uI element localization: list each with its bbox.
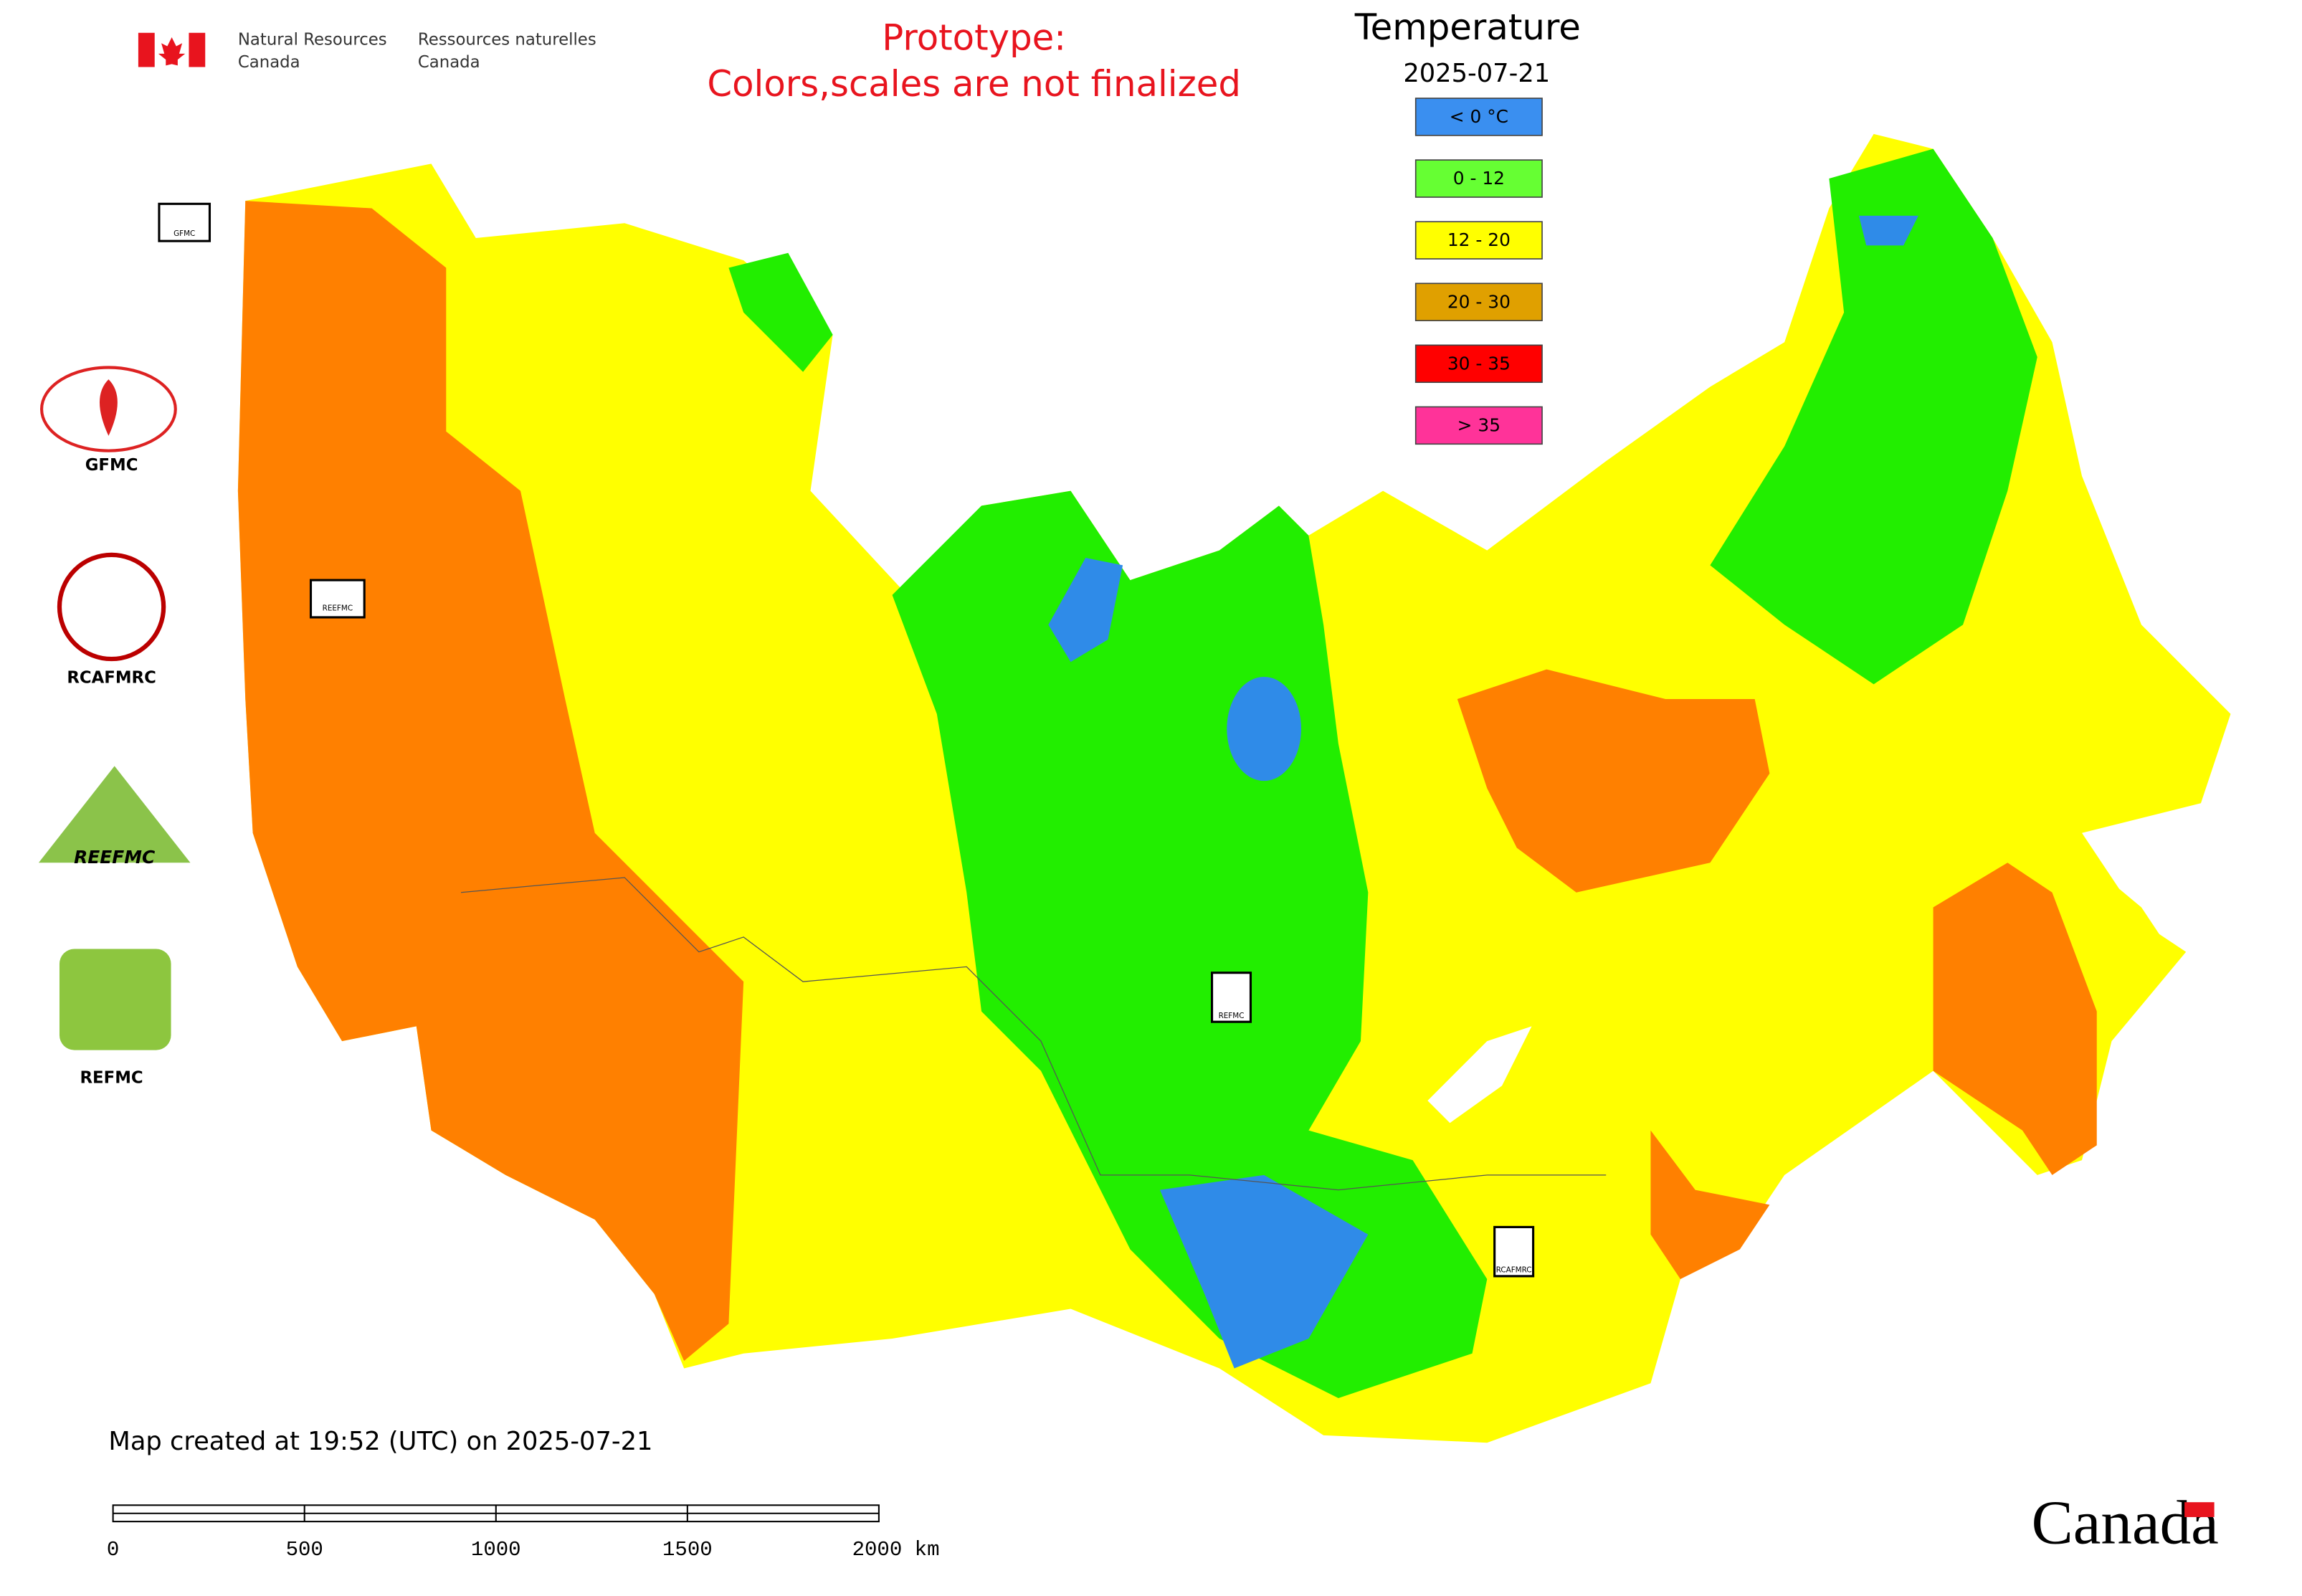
canada-wordmark: Canada: [2032, 1488, 2219, 1557]
footer: Map created at 19:52 (UTC) on 2025-07-21…: [107, 1427, 2219, 1562]
flag-bar: [138, 32, 155, 67]
map-marker: REFMC: [1219, 1012, 1245, 1020]
region-12-20: [1992, 803, 2172, 952]
legend-swatch: [1414, 282, 1543, 321]
region-0-12: [1710, 148, 2037, 685]
legend-swatch: [1414, 221, 1543, 260]
legend-label: > 35: [1457, 414, 1500, 435]
scale-label: 0: [107, 1538, 119, 1562]
logo-label: REEFMC: [74, 847, 156, 868]
lake: [1427, 1026, 1532, 1124]
legend-label: 12 - 20: [1447, 229, 1511, 250]
logos: GFMC RCAFMRC REEFMC REFMC: [38, 366, 191, 1088]
region-20-30: [1650, 1130, 1770, 1280]
legend-swatch: [1414, 159, 1543, 198]
agency-fr: Ressources naturelles: [418, 31, 596, 49]
region-below-0: [1858, 215, 1918, 246]
logo-triangle: [38, 766, 191, 863]
legend-swatch: [1414, 98, 1543, 136]
legend-label: 20 - 30: [1447, 291, 1511, 312]
legend: Temperature 2025-07-21 < 0 °C 0 - 12 12 - …: [1354, 6, 1581, 445]
legend-swatch: [1414, 406, 1543, 445]
agency-en: Natural Resources: [238, 31, 387, 49]
logo-label: GFMC: [85, 456, 138, 475]
region-20-30: [237, 201, 744, 1362]
logo-square: [59, 949, 171, 1050]
logo-label: RCAFMRC: [67, 669, 156, 688]
notice: Colors,scales are not finalized: [707, 63, 1241, 105]
agency-en: Canada: [238, 53, 300, 72]
map-markers: GFMC REEFMC REFMC RCAFMRC: [158, 202, 1535, 1278]
map-marker: GFMC: [173, 229, 195, 238]
notice: Prototype:: [882, 17, 1066, 59]
region-0-12: [728, 252, 833, 372]
scale-label: 2000 km: [852, 1538, 940, 1562]
legend-label: < 0 °C: [1450, 106, 1508, 127]
flag-bar: [189, 32, 206, 67]
legend-label: 0 - 12: [1453, 168, 1505, 189]
logo-label: REFMC: [80, 1069, 143, 1088]
map-marker: RCAFMRC: [1496, 1266, 1532, 1275]
logo-flame: [99, 379, 118, 436]
logo-seal: [57, 552, 166, 662]
header: Natural Resources Canada Ressources natu…: [138, 17, 1241, 105]
logo-globe: [40, 366, 177, 452]
marker-box: [1210, 972, 1252, 1023]
scale-label: 1500: [662, 1538, 713, 1562]
scale-label: 1000: [471, 1538, 521, 1562]
marker-box: [309, 579, 366, 619]
region-below-0: [1159, 1174, 1369, 1369]
region-below-0: [1227, 676, 1302, 782]
region-20-30: [1457, 669, 1770, 893]
region-below-0: [1048, 558, 1123, 662]
wordmark-flag: [2184, 1502, 2215, 1517]
marker-box: [1493, 1225, 1535, 1278]
map-marker: REEFMC: [323, 604, 353, 613]
legend-title: Temperature: [1354, 6, 1581, 48]
region-0-12: [892, 490, 1488, 1398]
region-20-30: [1933, 863, 2097, 1175]
flag-leaf: [158, 37, 186, 66]
agency-fr: Canada: [418, 53, 480, 72]
created-note: Map created at 19:52 (UTC) on 2025-07-21: [108, 1427, 652, 1456]
border: [460, 877, 1607, 1191]
map: [237, 133, 2231, 1443]
scale-label: 500: [286, 1538, 323, 1562]
legend-label: 30 - 35: [1447, 353, 1511, 374]
legend-swatch: [1414, 344, 1543, 384]
marker-box: [158, 202, 211, 242]
legend-date: 2025-07-21: [1403, 59, 1550, 88]
